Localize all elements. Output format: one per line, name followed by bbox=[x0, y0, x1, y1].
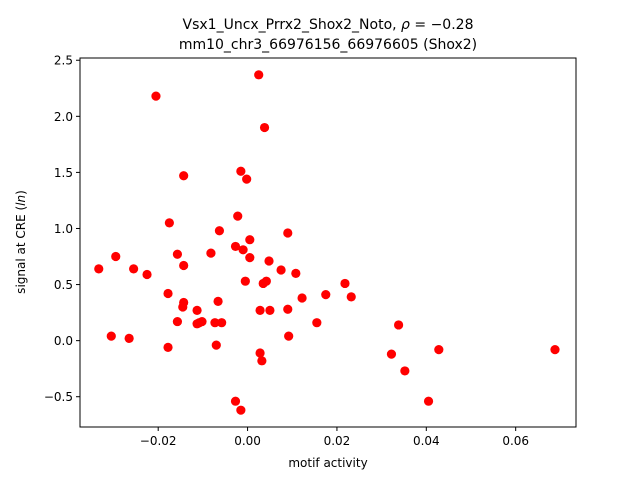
data-point-1 bbox=[106, 331, 116, 341]
data-point-2 bbox=[111, 251, 121, 262]
data-point-49 bbox=[291, 268, 301, 278]
y-axis-label: signal at CRE (ln) bbox=[14, 190, 28, 294]
data-point-30 bbox=[236, 166, 246, 176]
data-point-35 bbox=[245, 253, 255, 263]
data-point-23 bbox=[213, 296, 223, 306]
data-point-36 bbox=[254, 70, 264, 80]
data-point-14 bbox=[179, 171, 189, 181]
y-tick-label: 1.0 bbox=[54, 222, 73, 236]
data-point-0 bbox=[94, 264, 104, 274]
data-point-50 bbox=[297, 293, 307, 303]
data-point-46 bbox=[283, 228, 293, 238]
x-tick-label: 0.04 bbox=[413, 434, 440, 448]
x-axis-label: motif activity bbox=[288, 456, 367, 470]
data-point-29 bbox=[236, 405, 246, 415]
data-point-53 bbox=[340, 278, 350, 289]
data-point-43 bbox=[264, 256, 274, 266]
y-tick-label: 1.5 bbox=[54, 166, 73, 180]
data-point-27 bbox=[230, 241, 241, 252]
data-point-44 bbox=[265, 305, 275, 315]
data-point-5 bbox=[142, 269, 152, 280]
chart-title-line1: Vsx1_Uncx_Prrx2_Shox2_Noto, ρ = −0.28 bbox=[183, 17, 474, 33]
data-point-8 bbox=[163, 342, 173, 352]
data-point-51 bbox=[312, 318, 322, 328]
data-point-7 bbox=[163, 288, 173, 299]
y-tick-label: −0.5 bbox=[44, 390, 73, 404]
data-point-47 bbox=[283, 304, 293, 314]
data-point-9 bbox=[164, 218, 174, 228]
x-tick-label: −0.02 bbox=[140, 434, 177, 448]
data-point-4 bbox=[129, 264, 139, 274]
data-point-19 bbox=[197, 316, 207, 327]
data-point-24 bbox=[214, 226, 225, 236]
data-point-55 bbox=[386, 349, 397, 359]
data-point-16 bbox=[192, 305, 202, 315]
data-point-34 bbox=[245, 235, 255, 245]
data-point-45 bbox=[276, 265, 286, 275]
chart-title-line2: mm10_chr3_66976156_66976605 (Shox2) bbox=[179, 37, 477, 53]
data-point-52 bbox=[321, 290, 331, 300]
x-tick-label: 0.02 bbox=[324, 434, 351, 448]
data-point-13 bbox=[179, 297, 189, 308]
x-axis-ticks: −0.02 0.00 0.02 0.04 0.06 bbox=[140, 427, 529, 448]
data-point-15 bbox=[179, 260, 189, 271]
y-tick-label: 2.5 bbox=[54, 54, 73, 68]
data-point-33 bbox=[242, 174, 252, 184]
data-point-26 bbox=[230, 396, 241, 406]
data-point-10 bbox=[172, 249, 183, 259]
data-point-32 bbox=[240, 276, 250, 286]
data-point-6 bbox=[151, 91, 161, 101]
y-tick-label: 0.5 bbox=[54, 278, 73, 292]
data-point-38 bbox=[255, 305, 265, 315]
data-point-20 bbox=[206, 248, 216, 258]
data-point-48 bbox=[284, 331, 294, 341]
plot-frame bbox=[79, 57, 577, 428]
data-point-37 bbox=[255, 348, 265, 358]
data-point-28 bbox=[233, 211, 243, 221]
data-point-56 bbox=[394, 320, 404, 330]
x-tick-label: 0.06 bbox=[502, 434, 529, 448]
x-tick-label: 0.00 bbox=[234, 434, 261, 448]
data-point-11 bbox=[172, 316, 183, 327]
data-point-39 bbox=[257, 356, 267, 366]
data-point-21 bbox=[210, 318, 220, 328]
data-point-42 bbox=[261, 276, 271, 286]
data-point-59 bbox=[434, 345, 444, 355]
data-point-58 bbox=[423, 396, 434, 406]
data-point-3 bbox=[124, 333, 134, 343]
data-point-22 bbox=[211, 340, 221, 350]
data-point-25 bbox=[217, 318, 227, 328]
scatter-points bbox=[94, 70, 560, 415]
y-tick-label: 0.0 bbox=[54, 334, 73, 348]
y-axis-ticks: −0.5 0.0 0.5 1.0 1.5 2.0 2.5 bbox=[44, 54, 80, 404]
y-tick-label: 2.0 bbox=[54, 110, 73, 124]
data-point-57 bbox=[400, 366, 410, 376]
data-point-60 bbox=[550, 345, 560, 355]
data-point-31 bbox=[238, 245, 248, 255]
data-point-41 bbox=[259, 122, 270, 133]
data-point-54 bbox=[346, 292, 356, 302]
